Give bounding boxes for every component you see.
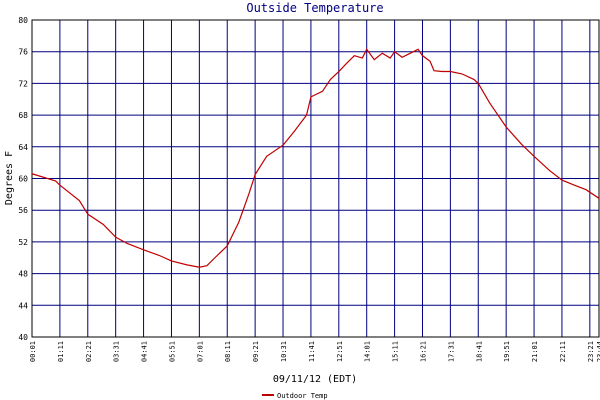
x-tick-label: 02:21: [85, 341, 93, 362]
x-tick-label: 00:01: [29, 341, 37, 362]
y-tick-label: 80: [18, 16, 28, 25]
x-tick-label: 09:21: [252, 341, 260, 362]
x-tick-label: 10:31: [280, 341, 288, 362]
x-tick-label: 16:21: [419, 341, 427, 362]
y-tick-label: 68: [18, 111, 28, 120]
x-tick-label: 19:51: [503, 341, 511, 362]
plot-border: [31, 19, 600, 338]
line: [31, 48, 600, 268]
x-tick-label: 05:51: [168, 341, 176, 362]
x-tick-label: 04:41: [141, 341, 149, 362]
x-tick-label: 12:51: [336, 341, 344, 362]
y-tick-label: 48: [18, 270, 28, 279]
x-tick-label: 15:11: [392, 341, 400, 362]
x-tick-label: 01:11: [57, 341, 65, 362]
y-tick-label: 52: [18, 238, 28, 247]
y-tick-label: 76: [18, 48, 28, 57]
x-tick-label: 14:01: [364, 341, 372, 362]
y-tick-label: 56: [18, 206, 28, 215]
x-tick-label: 21:01: [531, 341, 539, 362]
y-axis-title: Degrees F: [4, 151, 15, 205]
y-tick-label: 44: [18, 301, 28, 310]
x-tick-label: 03:31: [113, 341, 121, 362]
x-tick-label: 07:01: [196, 341, 204, 362]
y-tick-label: 60: [18, 175, 28, 184]
y-tick-label: 64: [18, 143, 28, 152]
chart-title: Outside Temperature: [246, 1, 383, 15]
x-tick-label: 23:44: [596, 341, 600, 362]
x-axis-title: 09/11/12 (EDT): [273, 374, 357, 385]
x-tick-label: 18:41: [475, 341, 483, 362]
x-tick-label: 11:41: [308, 341, 316, 362]
x-tick-label: 08:11: [224, 341, 232, 362]
legend-label: Outdoor Temp: [277, 392, 328, 400]
x-tick-label: 22:11: [559, 341, 567, 362]
y-tick-label: 72: [18, 79, 28, 88]
y-tick-label: 40: [18, 333, 28, 342]
x-tick-label: 17:31: [447, 341, 455, 362]
x-tick-label: 23:21: [587, 341, 595, 362]
